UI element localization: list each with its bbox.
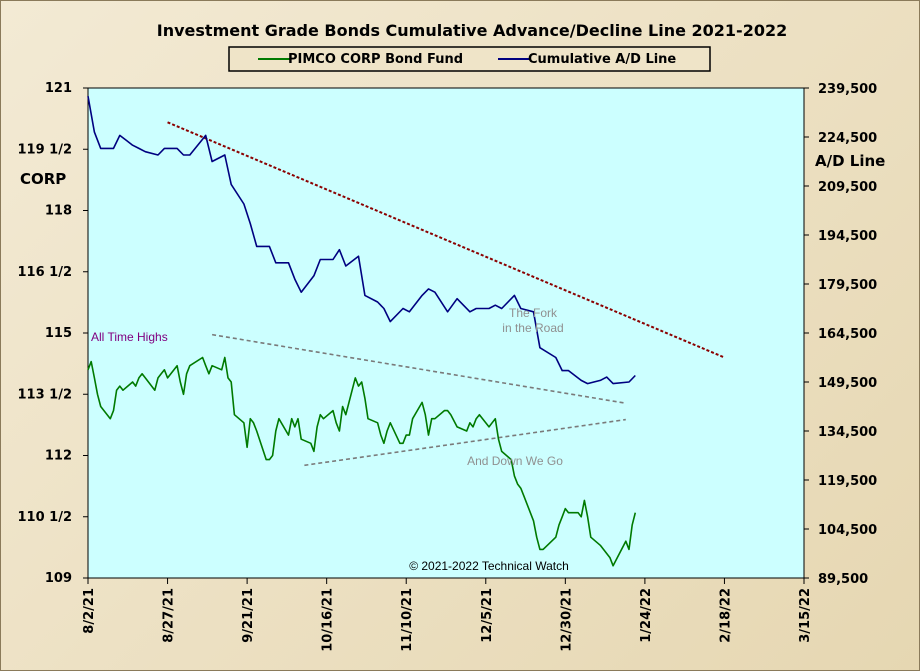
series-line-ad	[87, 96, 636, 385]
x-tick-label: 11/10/21	[400, 588, 415, 652]
x-tick-label: 10/16/21	[321, 588, 336, 652]
left-tick-label: 116 1/2	[17, 265, 72, 280]
left-tick-label: 119 1/2	[17, 142, 72, 157]
copyright: © 2021-2022 Technical Watch	[409, 559, 569, 573]
left-tick-label: 112	[45, 449, 72, 464]
x-tick-label: 8/2/21	[82, 588, 97, 634]
right-tick-label: 179,500	[818, 278, 877, 293]
right-tick-label: 194,500	[818, 229, 877, 244]
right-tick-label: 119,500	[818, 474, 877, 489]
chart-title: Investment Grade Bonds Cumulative Advanc…	[157, 21, 787, 40]
annotation-all-time-highs: All Time Highs	[91, 330, 168, 344]
right-axis-label: A/D Line	[815, 152, 885, 170]
right-tick-label: 149,500	[818, 376, 877, 391]
annotation-down-we-go: And Down We Go	[467, 454, 563, 468]
right-tick-label: 224,500	[818, 131, 877, 146]
series	[87, 96, 637, 567]
x-axis: 8/2/21 8/27/21 9/21/21 10/16/21 11/10/21 12/5…	[82, 578, 813, 652]
left-tick-label: 110 1/2	[17, 510, 72, 525]
annotation-fork-line1: The Fork	[509, 306, 558, 320]
x-tick-label: 12/30/21	[559, 588, 574, 652]
right-tick-label: 134,500	[818, 425, 877, 440]
right-tick-label: 164,500	[818, 327, 877, 342]
right-tick-label: 104,500	[818, 523, 877, 538]
x-tick-label: 9/21/21	[241, 588, 256, 643]
x-tick-label: 2/18/22	[718, 588, 733, 643]
left-tick-label: 121	[45, 81, 72, 96]
legend-label-corp: PIMCO CORP Bond Fund	[288, 52, 463, 67]
left-tick-label: 118	[45, 204, 72, 219]
legend-box	[228, 46, 711, 72]
plot-area	[87, 87, 805, 579]
trendline-lower-channel	[304, 418, 626, 467]
x-tick-label: 3/15/22	[798, 588, 813, 643]
left-tick-label: 115	[45, 326, 72, 341]
left-axis: 121 119 1/2 118 116 1/2 115 113 1/2 112 110 1/2…	[17, 81, 88, 586]
right-tick-label: 89,500	[818, 572, 868, 587]
x-tick-label: 1/24/22	[639, 588, 654, 643]
trendlines	[167, 121, 725, 467]
annotation-fork-line2: in the Road	[502, 321, 563, 335]
right-tick-label: 209,500	[818, 180, 877, 195]
right-axis: 239,500 224,500 209,500 194,500 179,500 164,5…	[804, 82, 877, 587]
legend: PIMCO CORP Bond Fund Cumulative A/D Line	[228, 46, 711, 72]
left-tick-label: 113 1/2	[17, 387, 72, 402]
left-tick-label: 109	[45, 571, 72, 586]
x-tick-label: 12/5/21	[480, 588, 495, 643]
x-tick-label: 8/27/21	[162, 588, 177, 643]
legend-label-ad: Cumulative A/D Line	[528, 52, 676, 67]
series-line-corp	[87, 356, 637, 567]
left-axis-label: CORP	[20, 170, 66, 188]
right-tick-label: 239,500	[818, 82, 877, 97]
trendline-resistance	[167, 121, 725, 359]
